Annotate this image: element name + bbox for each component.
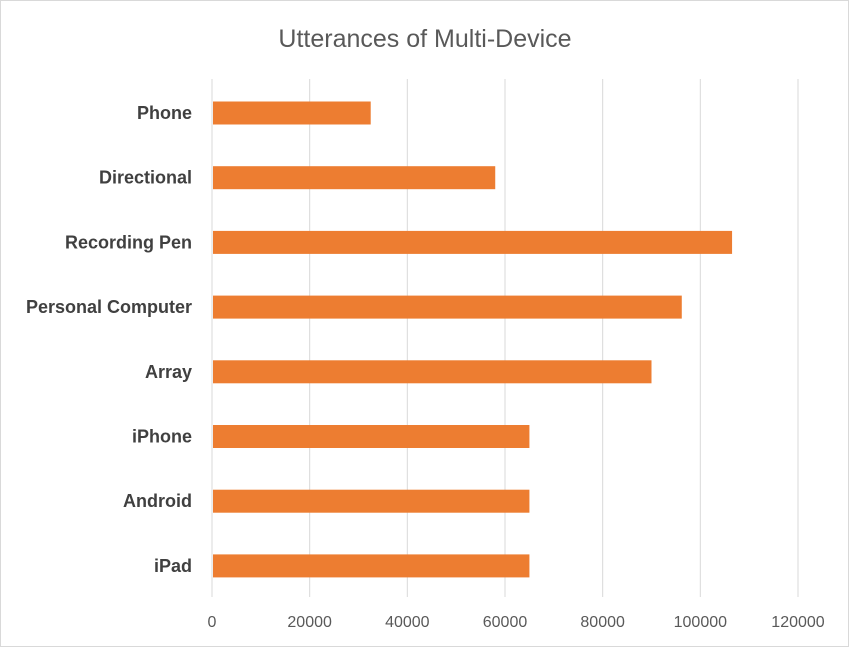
category-label-phone: Phone [137,103,192,123]
x-tick-label-60000: 60000 [483,614,528,631]
x-tick-label-80000: 80000 [580,614,625,631]
bar-array [213,360,652,384]
category-label-iphone: iPhone [132,427,192,447]
bar-personal-computer [213,295,682,319]
bar-iphone [213,425,530,448]
chart-title: Utterances of Multi-Device [278,25,571,53]
bar-android [213,489,530,513]
category-label-recording-pen: Recording Pen [65,232,192,252]
category-label-android: Android [123,491,192,511]
bar-directional [213,166,496,190]
bar-layer [213,101,733,578]
x-tick-label-100000: 100000 [674,614,727,631]
category-label-layer: Phone Directional Recording Pen Personal Co… [26,103,192,576]
x-tick-label-120000: 120000 [771,614,824,631]
bar-ipad [213,554,530,578]
x-tick-label-0: 0 [208,614,217,631]
grid-layer [211,79,799,597]
bar-recording-pen [213,230,733,254]
category-label-ipad: iPad [154,556,192,576]
tick-label-layer: 0 20000 40000 60000 80000 100000 120000 [208,614,825,631]
category-label-personal-computer: Personal Computer [26,297,192,317]
bar-phone [213,101,371,125]
category-label-array: Array [145,362,192,382]
x-tick-label-40000: 40000 [385,614,430,631]
category-label-directional: Directional [99,168,192,188]
x-tick-label-20000: 20000 [287,614,332,631]
